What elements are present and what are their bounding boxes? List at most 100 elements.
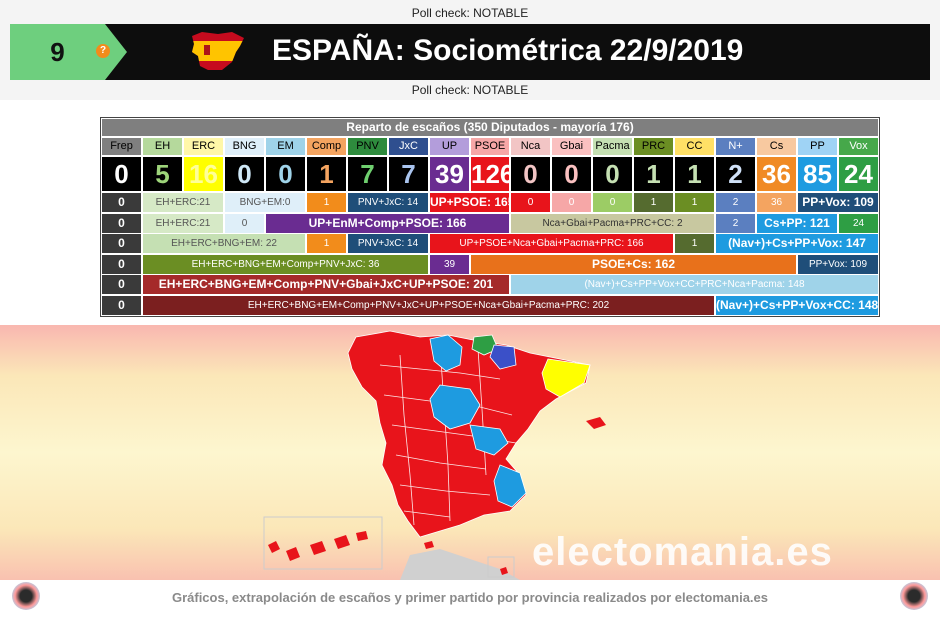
coalition-cell: 1 (633, 192, 674, 213)
party-seats-em: 0 (265, 156, 306, 192)
party-seats-pnv: 7 (347, 156, 388, 192)
coalition-cell: 24 (838, 213, 879, 234)
coalition-cell: 0 (551, 192, 592, 213)
watermark-text: electomania.es (532, 530, 833, 574)
balearic-islands (586, 417, 606, 429)
party-header-up: UP (429, 137, 470, 156)
party-header-nca: Nca (510, 137, 551, 156)
party-header-cc: CC (674, 137, 715, 156)
party-header-em: EM (265, 137, 306, 156)
coalition-cell: PNV+JxC: 14 (347, 233, 429, 254)
coalition-cell: EH+ERC+BNG+EM: 22 (142, 233, 306, 254)
coalition-cell: UP+PSOE: 165 (429, 192, 510, 213)
coalition-cell: 2 (715, 213, 756, 234)
province-map (263, 330, 606, 580)
coalition-cell: PSOE+Cs: 162 (470, 254, 797, 275)
coalition-cell: PP+Vox: 109 (797, 192, 879, 213)
coalition-cell: Nca+Gbai+Pacma+PRC+CC: 2 (510, 213, 715, 234)
poll-number-badge-arrow (105, 24, 127, 80)
poll-check-label-top: Poll check: NOTABLE (411, 6, 529, 20)
coalition-cell: EH+ERC+BNG+EM+Comp+PNV+Gbai+JxC+UP+PSOE:… (142, 274, 510, 295)
party-seats-psoe: 126 (470, 156, 510, 192)
coalition-cell: 0 (101, 192, 142, 213)
coalition-cell: 0 (101, 295, 142, 316)
party-seats-pacma: 0 (592, 156, 633, 192)
spain-flag-map-icon (192, 32, 244, 70)
africa-coast (400, 549, 520, 580)
electomania-logo-right (900, 582, 928, 610)
coalition-cell: 0 (224, 213, 265, 234)
party-seats-cc: 1 (674, 156, 715, 192)
pp-castilla (429, 384, 481, 430)
pp-center (469, 424, 509, 456)
party-header-erc: ERC (183, 137, 224, 156)
party-header-jxc: JxC (388, 137, 429, 156)
poll-check-label-bottom: Poll check: NOTABLE (411, 83, 529, 97)
coalition-cell: Cs+PP: 121 (756, 213, 838, 234)
coalition-cell: PNV+JxC: 14 (347, 192, 429, 213)
coalition-cell: 0 (101, 274, 142, 295)
coalition-cell: 1 (674, 233, 715, 254)
coalition-cell: 1 (674, 192, 715, 213)
electomania-logo-left (12, 582, 40, 610)
party-header-pp: PP (797, 137, 838, 156)
party-seats-vox: 24 (838, 156, 879, 192)
coalition-cell: 0 (592, 192, 633, 213)
party-header-pnv: PNV (347, 137, 388, 156)
coalition-cell: EH+ERC:21 (142, 192, 224, 213)
coalition-cell: 0 (101, 254, 142, 275)
party-seats-erc: 16 (183, 156, 224, 192)
poll-number-badge: 9 (10, 24, 105, 80)
party-seats-frep: 0 (101, 156, 142, 192)
melilla-frame (487, 556, 515, 578)
party-seats-nca: 0 (510, 156, 551, 192)
coalition-cell: 1 (306, 192, 347, 213)
coalition-cell: 36 (756, 192, 797, 213)
map-panel (0, 325, 940, 580)
pp-northwest (429, 334, 463, 372)
coalition-cell: 0 (101, 233, 142, 254)
party-header-comp: Comp (306, 137, 347, 156)
party-header-eh: EH (142, 137, 183, 156)
coalition-cell: (Nav+)+Cs+PP+Vox: 147 (715, 233, 879, 254)
party-header-frep: Frep (101, 137, 142, 156)
party-seats-jxc: 7 (388, 156, 429, 192)
party-seats-bng: 0 (224, 156, 265, 192)
coalition-cell: EH+ERC+BNG+EM+Comp+PNV+JxC+UP+PSOE+Nca+G… (142, 295, 715, 316)
seat-distribution-table: Reparto de escaños (350 Diputados - mayo… (100, 117, 880, 317)
coalition-cell: (Nav+)+Cs+PP+Vox+CC+PRC+Nca+Pacma: 148 (510, 274, 879, 295)
coalition-cell: EH+ERC+BNG+EM+Comp+PNV+JxC: 36 (142, 254, 429, 275)
coalition-cell: UP+EnM+Comp+PSOE: 166 (265, 213, 510, 234)
party-seats-prc: 1 (633, 156, 674, 192)
erc-catalonia (541, 358, 591, 398)
pp-levante (493, 464, 527, 508)
coalition-cell: EH+ERC:21 (142, 213, 224, 234)
page-title: ESPAÑA: Sociométrica 22/9/2019 (272, 34, 744, 67)
seat-table-title: Reparto de escaños (350 Diputados - mayo… (101, 118, 879, 137)
canary-islands (268, 531, 368, 561)
party-seats-eh: 5 (142, 156, 183, 192)
coalition-cell: 0 (510, 192, 551, 213)
coalition-cell: 39 (429, 254, 470, 275)
party-seats-up: 39 (429, 156, 470, 192)
pnv-basque (471, 334, 499, 356)
footer-credit: Gráficos, extrapolación de escaños y pri… (171, 590, 769, 605)
party-seats-n: 2 (715, 156, 756, 192)
canary-islands-frame (263, 516, 383, 570)
navarra-blue (489, 344, 517, 370)
party-header-psoe: PSOE (470, 137, 510, 156)
party-header-bng: BNG (224, 137, 265, 156)
coalition-cell: 2 (715, 192, 756, 213)
coalition-cell: UP+PSOE+Nca+Gbai+Pacma+PRC: 166 (429, 233, 674, 254)
coalition-cell: PP+Vox: 109 (797, 254, 879, 275)
question-icon: ? (96, 44, 110, 58)
party-header-pacma: Pacma (592, 137, 633, 156)
title-banner: 9 ? ESPAÑA: Sociométrica 22/9/2019 (10, 24, 930, 80)
party-seats-pp: 85 (797, 156, 838, 192)
coalition-cell: 0 (101, 213, 142, 234)
party-header-vox: Vox (838, 137, 879, 156)
party-seats-cs: 36 (756, 156, 797, 192)
party-header-gbai: Gbai (551, 137, 592, 156)
coalition-cell: 1 (306, 233, 347, 254)
party-seats-comp: 1 (306, 156, 347, 192)
